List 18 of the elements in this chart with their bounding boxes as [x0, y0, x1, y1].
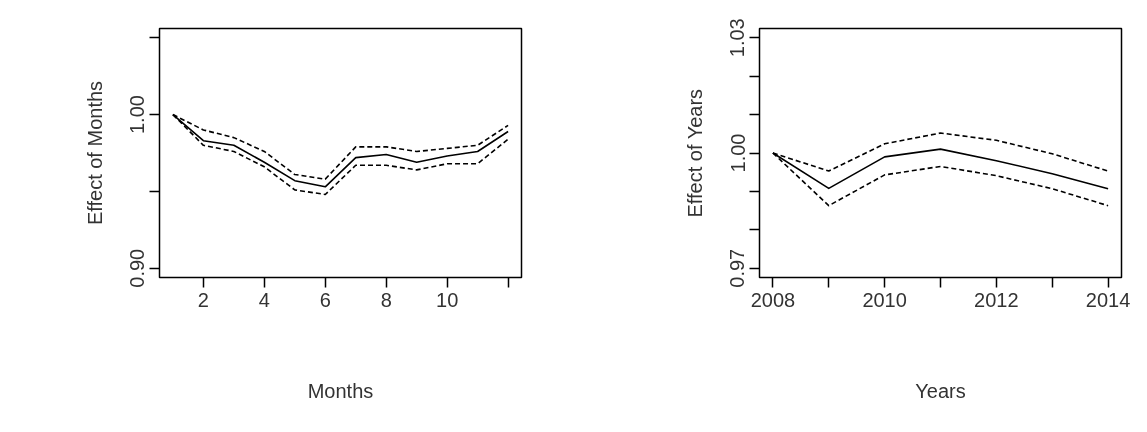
- x-tick-label: 6: [319, 288, 331, 311]
- x-tick-label: 2008: [750, 288, 796, 311]
- x-tick-label: 2: [197, 288, 209, 311]
- x-tick-label: 8: [380, 288, 392, 311]
- y-axis-title: Effect of Months: [83, 80, 106, 226]
- y-tick-label: 0.90: [126, 248, 149, 288]
- y-tick-label: 0.97: [726, 248, 749, 288]
- y-axis-title: Effect of Years: [683, 88, 706, 218]
- y-tick-label: 1.00: [726, 133, 749, 173]
- x-tick-label: 2014: [1085, 288, 1131, 311]
- x-tick-label: 2012: [974, 288, 1019, 311]
- x-axis-title: Years: [915, 379, 966, 402]
- y-tick-label: 1.00: [126, 95, 149, 135]
- y-tick-label: 1.03: [726, 18, 749, 58]
- x-tick-label: 4: [258, 288, 270, 311]
- x-axis-title: Months: [307, 379, 374, 402]
- x-tick-label: 2010: [862, 288, 907, 311]
- x-tick-label: 10: [436, 288, 459, 311]
